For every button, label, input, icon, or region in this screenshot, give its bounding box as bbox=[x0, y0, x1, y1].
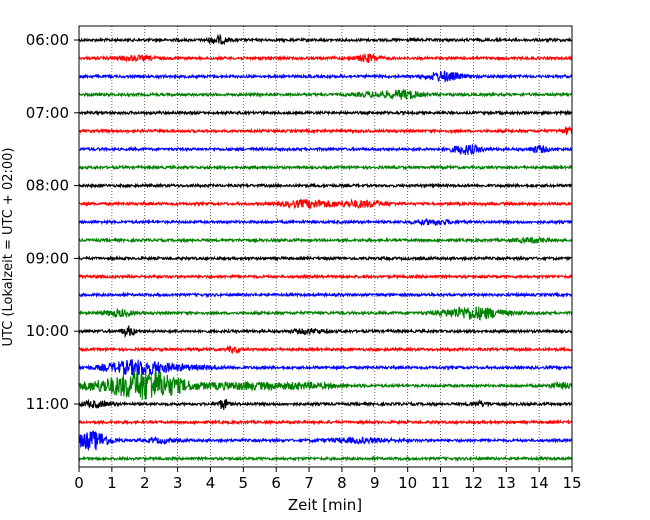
trace-1100 bbox=[78, 398, 573, 410]
trace-0915 bbox=[78, 273, 573, 280]
trace-1000 bbox=[78, 325, 573, 339]
trace-0745 bbox=[78, 164, 573, 171]
x-tick-label: 11 bbox=[431, 474, 450, 492]
trace-0630 bbox=[78, 70, 573, 83]
trace-1145 bbox=[78, 455, 573, 463]
x-tick-label: 6 bbox=[271, 474, 281, 492]
trace-0845 bbox=[78, 235, 573, 245]
y-tick-label: 07:00 bbox=[26, 104, 69, 122]
trace-1130 bbox=[78, 430, 573, 452]
trace-0945 bbox=[78, 306, 573, 321]
x-tick-label: 0 bbox=[74, 474, 84, 492]
x-tick-label: 2 bbox=[140, 474, 150, 492]
y-tick-label: 06:00 bbox=[26, 31, 69, 49]
y-tick-label: 11:00 bbox=[26, 395, 69, 413]
x-tick-label: 1 bbox=[107, 474, 117, 492]
trace-0600 bbox=[78, 33, 573, 46]
x-axis-label: Zeit [min] bbox=[288, 496, 362, 514]
y-tick-label: 09:00 bbox=[26, 249, 69, 267]
y-axis: 06:00 07:00 08:00 09:00 10:00 11:00 bbox=[26, 31, 79, 413]
x-tick-label: 14 bbox=[530, 474, 549, 492]
minute-grid bbox=[111, 26, 540, 467]
trace-1015 bbox=[78, 344, 573, 355]
x-tick-label: 7 bbox=[304, 474, 314, 492]
trace-0800 bbox=[78, 182, 573, 190]
y-tick-label: 10:00 bbox=[26, 322, 69, 340]
x-axis: 0 1 2 3 4 5 6 7 8 9 10 11 12 13 14 15 bbox=[74, 467, 582, 492]
trace-0700 bbox=[78, 109, 573, 117]
x-tick-label: 15 bbox=[562, 474, 581, 492]
trace-1115 bbox=[78, 418, 573, 426]
plot-frame bbox=[78, 25, 573, 468]
x-tick-label: 12 bbox=[464, 474, 483, 492]
trace-0615 bbox=[78, 52, 573, 63]
trace-1030 bbox=[78, 358, 573, 377]
y-axis-label: UTC (Lokalzeit = UTC + 02:00) bbox=[1, 148, 16, 347]
trace-series bbox=[78, 33, 573, 463]
trace-0645 bbox=[78, 88, 573, 100]
trace-0730 bbox=[78, 144, 573, 155]
y-tick-label: 08:00 bbox=[26, 177, 69, 195]
trace-0900 bbox=[78, 254, 573, 262]
trace-0815 bbox=[78, 198, 573, 210]
x-tick-label: 10 bbox=[398, 474, 417, 492]
x-tick-label: 4 bbox=[206, 474, 216, 492]
x-tick-label: 5 bbox=[239, 474, 249, 492]
trace-0930 bbox=[78, 291, 573, 299]
trace-0715 bbox=[78, 125, 573, 135]
x-tick-label: 3 bbox=[173, 474, 183, 492]
x-tick-label: 9 bbox=[370, 474, 380, 492]
x-tick-label: 13 bbox=[497, 474, 516, 492]
trace-1045 bbox=[78, 371, 573, 400]
x-tick-label: 8 bbox=[337, 474, 347, 492]
trace-0830 bbox=[78, 217, 573, 227]
